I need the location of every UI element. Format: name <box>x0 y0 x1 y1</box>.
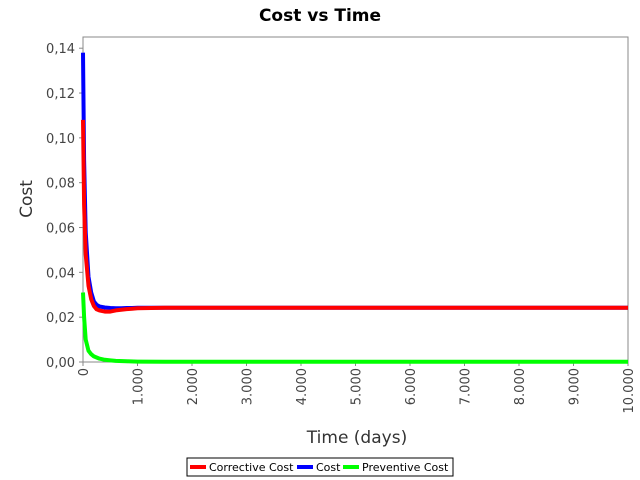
plot-area <box>82 36 629 363</box>
x-tick-label: 6.000 <box>404 368 419 405</box>
chart-title: Cost vs Time <box>259 6 381 26</box>
y-tick-label: 0,02 <box>46 311 75 326</box>
series-layer <box>81 52 628 364</box>
y-tick-label: 0,10 <box>46 132 75 147</box>
series-line-corrective-cost <box>81 119 628 314</box>
x-tick-label: 8.000 <box>513 368 528 405</box>
legend-entry-label: Cost <box>316 461 341 474</box>
x-tick-label: 9.000 <box>568 368 583 405</box>
x-tick-label: 5.000 <box>350 368 365 405</box>
legend-entry-label: Corrective Cost <box>209 461 294 474</box>
x-tick-label: 1.000 <box>132 368 147 405</box>
y-tick-label: 0,00 <box>46 356 75 371</box>
legend-entry-label: Preventive Cost <box>362 461 449 474</box>
y-tick-label: 0,04 <box>46 266 75 281</box>
y-tick-label: 0,08 <box>46 177 75 192</box>
x-tick-label: 3.000 <box>241 368 256 405</box>
y-tick-label: 0,12 <box>46 87 75 102</box>
x-tick-label: 0 <box>77 368 92 376</box>
legend-box <box>186 457 454 477</box>
x-axis: 0 1.000 2.000 3.000 4.000 5.000 6.000 7.000 8.00… <box>77 362 637 414</box>
x-tick-label: 2.000 <box>186 368 201 405</box>
y-axis: 0,00 0,02 0,04 0,06 0,08 0,10 0,12 0,14 <box>46 42 83 371</box>
y-axis-label: Cost <box>17 180 37 218</box>
x-tick-label: 10.000 <box>622 368 637 414</box>
series-line-preventive-cost <box>81 292 628 364</box>
y-tick-label: 0,06 <box>46 222 75 237</box>
x-tick-label: 7.000 <box>459 368 474 405</box>
y-tick-label: 0,14 <box>46 42 75 57</box>
x-tick-label: 4.000 <box>295 368 310 405</box>
legend: Corrective Cost Cost Preventive Cost <box>186 457 454 477</box>
x-axis-label: Time (days) <box>306 428 407 448</box>
